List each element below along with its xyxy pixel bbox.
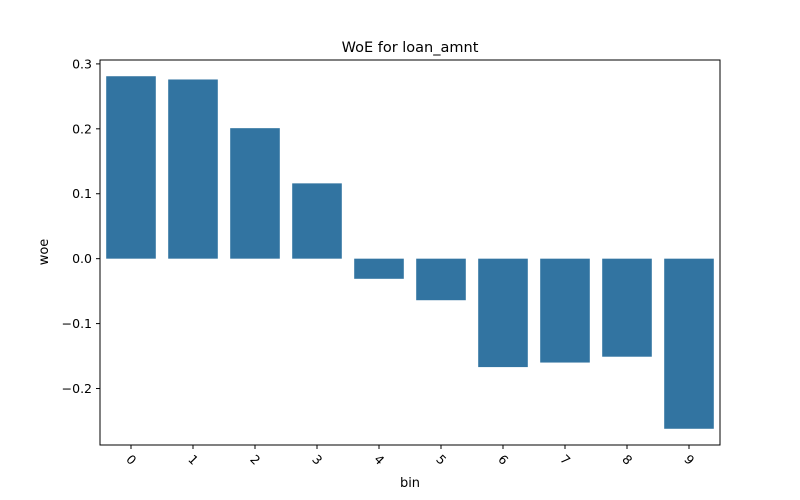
y-tick-label: 0.0 xyxy=(72,251,92,266)
x-axis-ticks: 0 1 2 3 4 5 6 7 8 9 xyxy=(123,445,698,468)
bar-0 xyxy=(106,76,156,259)
x-tick-label: 9 xyxy=(681,452,697,468)
bars-group xyxy=(106,76,714,429)
y-tick-label: −0.1 xyxy=(62,316,92,331)
x-tick-label: 0 xyxy=(123,452,139,468)
bar-2 xyxy=(230,128,280,259)
y-axis-ticks: −0.2 −0.1 0.0 0.1 0.2 0.3 xyxy=(62,56,100,396)
x-tick-label: 2 xyxy=(247,452,263,468)
bar-1 xyxy=(168,79,218,259)
bar-5 xyxy=(416,258,466,301)
x-tick-label: 8 xyxy=(619,452,635,468)
y-tick-label: −0.2 xyxy=(62,381,92,396)
x-tick-label: 4 xyxy=(371,452,387,468)
x-axis-label: bin xyxy=(400,476,420,491)
bar-8 xyxy=(602,258,652,357)
x-tick-label: 5 xyxy=(433,452,449,468)
x-tick-label: 7 xyxy=(557,452,573,468)
y-tick-label: 0.3 xyxy=(72,56,92,71)
x-tick-label: 1 xyxy=(185,452,201,468)
x-tick-label: 6 xyxy=(495,452,511,468)
bar-4 xyxy=(354,258,404,279)
bar-9 xyxy=(664,258,714,429)
chart-title: WoE for loan_amnt xyxy=(342,40,479,56)
bar-3 xyxy=(292,183,342,259)
y-tick-label: 0.1 xyxy=(72,186,92,201)
bar-6 xyxy=(478,258,528,368)
bar-7 xyxy=(540,258,590,363)
x-tick-label: 3 xyxy=(309,452,325,468)
plot-frame xyxy=(99,59,721,446)
y-tick-label: 0.2 xyxy=(72,121,92,136)
y-axis-label: woe xyxy=(37,239,52,266)
